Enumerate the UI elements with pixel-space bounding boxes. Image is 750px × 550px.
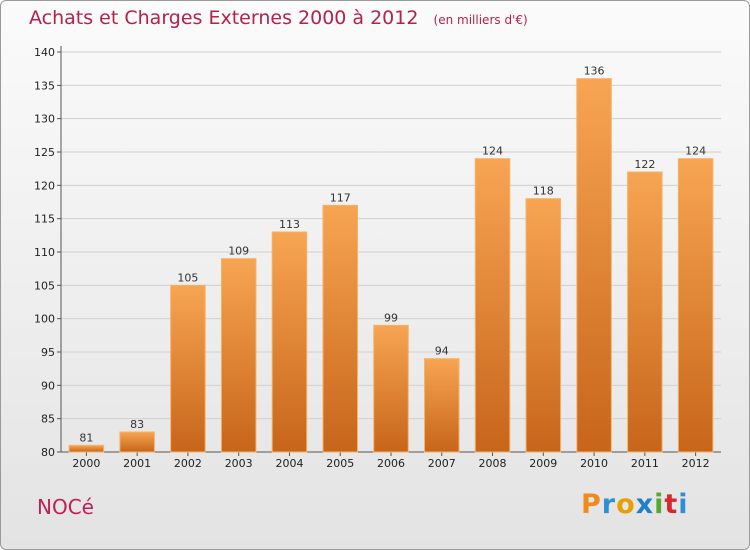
logo-letter: x bbox=[635, 489, 655, 520]
bar-2005 bbox=[322, 204, 358, 453]
bar-2000 bbox=[68, 444, 105, 453]
data-label: 136 bbox=[584, 65, 605, 78]
x-tick-label: 2001 bbox=[123, 457, 151, 470]
bar-2004 bbox=[271, 231, 308, 453]
data-label: 118 bbox=[533, 185, 554, 198]
bars bbox=[68, 78, 714, 453]
x-tick-label: 2000 bbox=[72, 457, 100, 470]
y-tick-label: 85 bbox=[41, 413, 55, 426]
y-tick-label: 100 bbox=[34, 313, 55, 326]
y-tick-label: 120 bbox=[34, 179, 55, 192]
data-label: 81 bbox=[79, 431, 93, 444]
logo-letter: r bbox=[601, 489, 617, 520]
data-label: 99 bbox=[384, 311, 398, 324]
labels: 80 85 90 95 100 105 110 115 120 125 130 135 140 81 200… bbox=[34, 46, 710, 470]
bar-2007 bbox=[424, 358, 460, 453]
y-tick-label: 90 bbox=[41, 379, 55, 392]
x-tick-label: 2009 bbox=[529, 457, 557, 470]
chart-title: Achats et Charges Externes 2000 à 2012 bbox=[29, 7, 419, 29]
y-tick-label: 130 bbox=[34, 113, 55, 126]
logo-letter: i bbox=[654, 489, 665, 520]
logo-letter: t bbox=[664, 489, 679, 520]
bar-2001 bbox=[119, 431, 155, 453]
data-label: 113 bbox=[279, 218, 300, 231]
data-label: 94 bbox=[435, 345, 449, 358]
bar-2002 bbox=[170, 284, 206, 453]
x-tick-label: 2012 bbox=[682, 457, 710, 470]
bar-2006 bbox=[373, 324, 409, 453]
bar-2010 bbox=[576, 78, 612, 453]
data-label: 105 bbox=[177, 271, 198, 284]
x-tick-label: 2006 bbox=[377, 457, 405, 470]
y-tick-label: 115 bbox=[34, 213, 55, 226]
logo-letter: P bbox=[581, 489, 602, 520]
chart-unit: (en milliers d'€) bbox=[433, 13, 528, 27]
logo-letter: i bbox=[678, 489, 689, 520]
proxiti-logo: Proxiti bbox=[581, 489, 689, 520]
y-tick-label: 135 bbox=[34, 79, 55, 92]
y-tick-label: 95 bbox=[41, 346, 55, 359]
data-label: 109 bbox=[228, 245, 249, 258]
commune-name: NOCé bbox=[37, 495, 94, 519]
data-label: 124 bbox=[482, 145, 503, 158]
data-label: 117 bbox=[330, 191, 351, 204]
y-tick-label: 110 bbox=[34, 246, 55, 259]
logo-letter: o bbox=[616, 489, 636, 520]
data-label: 124 bbox=[685, 145, 706, 158]
y-tick-label: 80 bbox=[41, 446, 55, 459]
bar-2012 bbox=[677, 158, 714, 453]
y-tick-label: 125 bbox=[34, 146, 55, 159]
x-tick-label: 2005 bbox=[326, 457, 354, 470]
x-tick-label: 2003 bbox=[225, 457, 253, 470]
bar-2003 bbox=[220, 258, 257, 453]
y-tick-label: 105 bbox=[34, 279, 55, 292]
x-tick-label: 2011 bbox=[631, 457, 659, 470]
x-tick-label: 2004 bbox=[275, 457, 303, 470]
x-tick-label: 2010 bbox=[580, 457, 608, 470]
bar-2009 bbox=[525, 198, 562, 453]
bar-2008 bbox=[474, 158, 511, 453]
x-tick-label: 2002 bbox=[174, 457, 202, 470]
x-tick-label: 2008 bbox=[479, 457, 507, 470]
title-row: Achats et Charges Externes 2000 à 2012 (… bbox=[29, 7, 528, 29]
y-tick-label: 140 bbox=[34, 46, 55, 59]
x-tick-label: 2007 bbox=[428, 457, 456, 470]
bar-2011 bbox=[627, 171, 663, 453]
data-label: 122 bbox=[634, 158, 655, 171]
data-label: 83 bbox=[130, 418, 144, 431]
